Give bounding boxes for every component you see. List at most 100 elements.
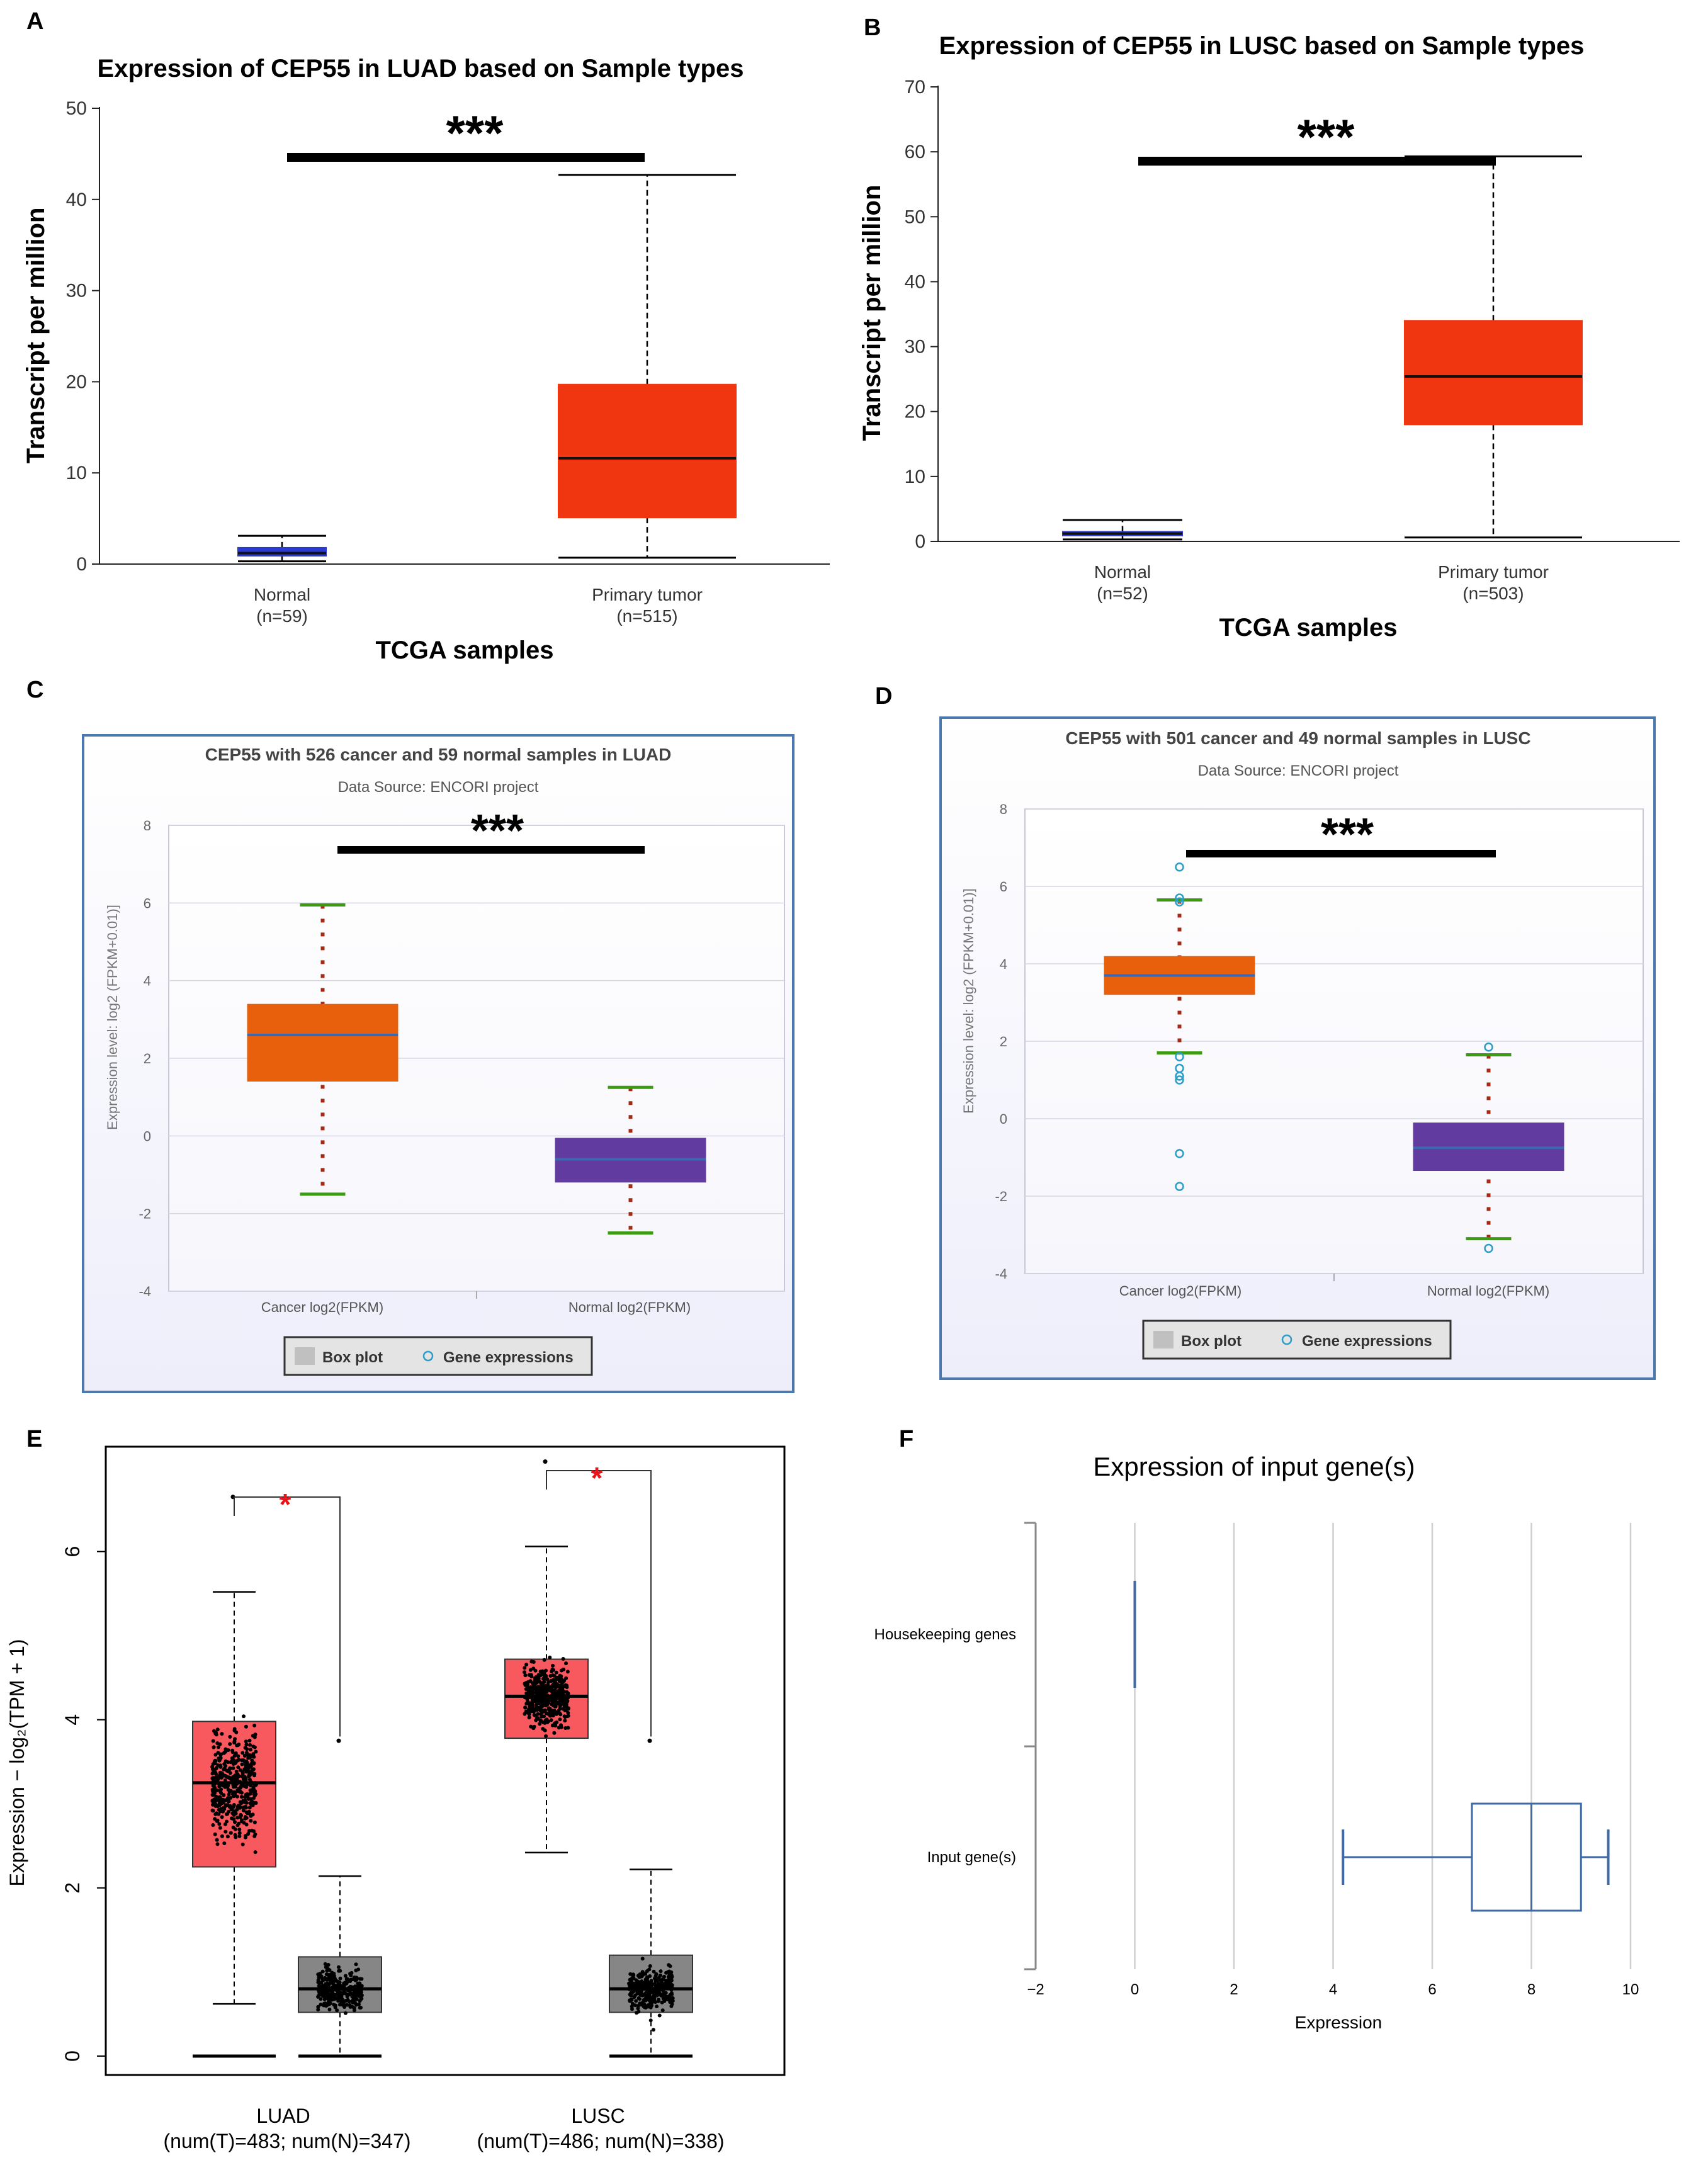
panel-e-luad-tumor-point: [231, 1766, 235, 1770]
panel-e-luad-normal-point: [319, 1997, 323, 2001]
panel-e-luad-tumor-point: [252, 1834, 257, 1838]
panel-b-chart: Expression of CEP55 in LUSC based on Sam…: [858, 32, 1680, 642]
panel-e-group-0-counts: (num(T)=483; num(N)=347): [163, 2130, 410, 2152]
panel-e-lusc-normal-point: [630, 2007, 634, 2011]
panel-e-lusc-tumor-point: [566, 1726, 570, 1730]
panel-e-luad-tumor-point: [242, 1821, 246, 1825]
panel-e-lusc-normal-point: [665, 1983, 670, 1987]
panel-e-lusc-tumor-point: [540, 1683, 545, 1687]
panel-e-lusc-tumor-point: [524, 1663, 529, 1667]
panel-e-luad-tumor-point: [236, 1804, 240, 1808]
panel-e-luad-normal-point: [338, 1994, 342, 1998]
panel-e-luad-tumor-point: [215, 1811, 219, 1816]
panel-e-luad-tumor-point: [252, 1735, 257, 1739]
panel-b-group-1-box: [1404, 320, 1583, 426]
panel-e-luad-tumor-point: [213, 1770, 218, 1775]
panel-e-lusc-tumor-point: [559, 1725, 563, 1729]
panel-e-luad-normal-point: [336, 1999, 341, 2003]
panel-e-lusc-normal-point: [659, 1969, 663, 1974]
panel-e-luad-tumor-point: [241, 1806, 246, 1809]
panel-e-luad-tumor-point: [211, 1739, 215, 1743]
panel-e-lusc-tumor-point: [533, 1678, 537, 1683]
panel-e-lusc-normal-point: [645, 1976, 649, 1980]
panel-e-lusc-tumor-point: [527, 1716, 531, 1720]
panel-e-luad-normal-point: [359, 1993, 364, 1998]
panel-e-luad-tumor-point: [227, 1790, 232, 1794]
panel-d-group-0-outlier: [1175, 897, 1184, 907]
panel-e-luad-tumor-point: [211, 1823, 215, 1827]
panel-e-luad-tumor-point: [249, 1819, 253, 1823]
panel-a-y-tick-label: 30: [66, 281, 87, 302]
panel-e-lusc-tumor-point: [525, 1686, 529, 1690]
panel-e-lusc-tumor-point: [533, 1668, 538, 1673]
panel-c-legend-box-swatch: [295, 1347, 315, 1365]
panel-e-luad-tumor-point: [253, 1789, 257, 1794]
panel-e-luad-tumor-point: [228, 1804, 232, 1808]
panel-e-luad-tumor-point: [252, 1829, 256, 1833]
panel-e-luad-tumor-point: [214, 1733, 218, 1737]
panel-e-luad-normal-point: [351, 1998, 355, 2003]
panel-e-luad-normal-point: [324, 1972, 329, 1977]
panel-e-luad-tumor-point: [220, 1732, 224, 1736]
panel-e-y-label: Expression − log₂(TPM + 1): [6, 1639, 28, 1886]
panel-e-luad-tumor-point: [233, 1833, 237, 1837]
panel-e-lusc-tumor-point: [557, 1711, 562, 1716]
panel-e-luad-normal-point: [344, 1977, 349, 1981]
panel-e-lusc-tumor-point: [554, 1691, 558, 1695]
panel-e-luad-normal-point: [318, 1991, 322, 1995]
panel-e-lusc-tumor-point: [523, 1705, 528, 1710]
panel-a-title: Expression of CEP55 in LUAD based on Sam…: [98, 55, 744, 82]
panel-b-significance: ***: [1297, 109, 1355, 164]
panel-e-lusc-tumor-point: [548, 1674, 553, 1678]
panel-e-lusc-tumor-point: [548, 1685, 552, 1690]
panel-e-lusc-tumor-point: [543, 1728, 547, 1733]
panel-a-x-label: TCGA samples: [375, 636, 553, 664]
panel-d-group-0-outlier: [1175, 1182, 1184, 1191]
panel-a-group-1-label: Primary tumor: [592, 585, 703, 604]
panel-e-luad-tumor-point: [247, 1753, 252, 1757]
panel-e-luad-tumor-point: [252, 1800, 257, 1805]
panel-e-lusc-tumor-point: [553, 1722, 557, 1726]
panel-e-lusc-normal-point: [648, 2018, 653, 2023]
panel-e-lusc-normal-point: [662, 1999, 667, 2003]
panel-e-lusc-normal-point: [630, 1998, 634, 2002]
panel-e-lusc-tumor-point: [531, 1660, 536, 1664]
panel-e-lusc-tumor-point: [558, 1690, 563, 1695]
panel-e-lusc-tumor-point: [523, 1712, 527, 1716]
panel-c-significance: ***: [471, 806, 524, 856]
panel-e-lusc-tumor-point: [526, 1699, 530, 1704]
panel-e-lusc-normal-point: [659, 1973, 662, 1977]
panel-e-lusc-tumor-point: [538, 1670, 543, 1674]
panel-e-luad-tumor-point: [227, 1809, 231, 1814]
panel-e-lusc-tumor-point: [539, 1690, 543, 1694]
panel-e-luad-tumor-point: [216, 1763, 220, 1767]
panel-e-luad-tumor-point: [235, 1794, 239, 1799]
panel-e-lusc-normal-point: [651, 1994, 655, 1999]
panel-e-luad-normal-point: [322, 1997, 327, 2001]
panel-e-luad-tumor-point: [241, 1758, 246, 1762]
panel-e-lusc-normal-point: [653, 2000, 657, 2004]
panel-e-luad-normal-point: [349, 1993, 353, 1997]
panel-f-x-tick-label: 10: [1622, 1981, 1639, 1998]
panel-e-luad-tumor-point: [220, 1771, 224, 1775]
panel-b-y-tick-label: 40: [905, 271, 925, 292]
panel-e-lusc-normal-point: [630, 1991, 634, 1995]
panel-f-chart: Expression of input gene(s) −2 0 2 4 6 8 10 Ho…: [874, 1452, 1639, 2032]
panel-e-lusc-normal-point: [637, 1972, 642, 1977]
panel-d-significance: ***: [1321, 810, 1374, 860]
panel-e-lusc-tumor-point: [554, 1670, 558, 1675]
panel-e-luad-tumor-point: [238, 1768, 242, 1772]
panel-e-lusc-tumor-point: [566, 1714, 570, 1718]
panel-e-luad-tumor-point: [247, 1806, 252, 1810]
panel-e-luad-tumor-point: [213, 1775, 218, 1780]
panel-c-group-0-box: [247, 1003, 399, 1082]
panel-e-luad-tumor-point: [247, 1797, 251, 1801]
panel-e-luad-tumor-point: [228, 1766, 232, 1770]
panel-a-group-0-box: [237, 546, 327, 557]
panel-e-luad-tumor-point: [227, 1775, 232, 1780]
panel-c-y-tick-label: 6: [144, 895, 151, 911]
panel-e-lusc-tumor-point: [529, 1701, 533, 1705]
panel-e-luad-normal-point: [320, 1969, 325, 1974]
panel-e-lusc-normal-point: [668, 1964, 672, 1969]
panel-e-luad-tumor-point: [244, 1810, 249, 1814]
